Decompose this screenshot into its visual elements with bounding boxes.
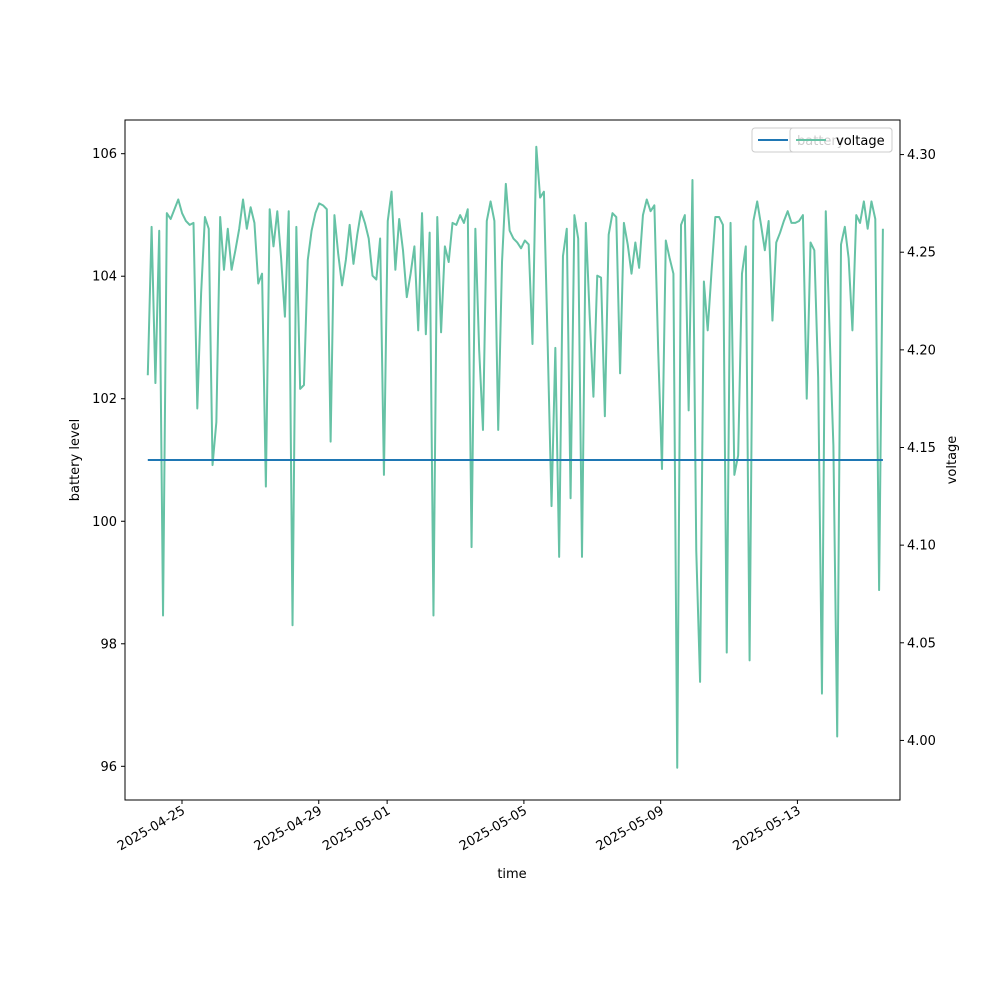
series-layer: [146, 145, 884, 769]
right-y-axis-label: voltage: [945, 436, 960, 485]
right-y-tick-label: 4.00: [907, 734, 936, 749]
left-y-tick-label: 96: [100, 760, 117, 775]
left-y-tick-label: 102: [92, 392, 117, 407]
right-y-tick-label: 4.20: [907, 343, 936, 358]
left-y-tick-label: 100: [92, 515, 117, 530]
right-y-tick-label: 4.25: [907, 246, 936, 261]
legend-right-box: [789, 127, 893, 153]
right-y-tick-label: 4.05: [907, 636, 936, 651]
legend-label-voltage: voltage: [836, 134, 885, 149]
legend-right-axis: voltage: [789, 127, 893, 153]
left-y-axis-label: battery level: [68, 419, 83, 502]
left-y-tick-label: 104: [92, 270, 117, 285]
plot-frame: [124, 119, 901, 801]
right-y-tick-label: 4.15: [907, 441, 936, 456]
series-line-voltage: [146, 145, 884, 769]
right-y-tick-label: 4.10: [907, 539, 936, 554]
x-axis-label: time: [497, 867, 526, 882]
left-y-tick-label: 98: [100, 637, 117, 652]
left-y-axis: 96 98 100 102 104 106: [92, 147, 125, 775]
right-y-axis: 4.00 4.05 4.10 4.15 4.20 4.25 4.30: [900, 148, 936, 749]
right-y-tick-label: 4.30: [907, 148, 936, 163]
left-y-tick-label: 106: [92, 147, 117, 162]
